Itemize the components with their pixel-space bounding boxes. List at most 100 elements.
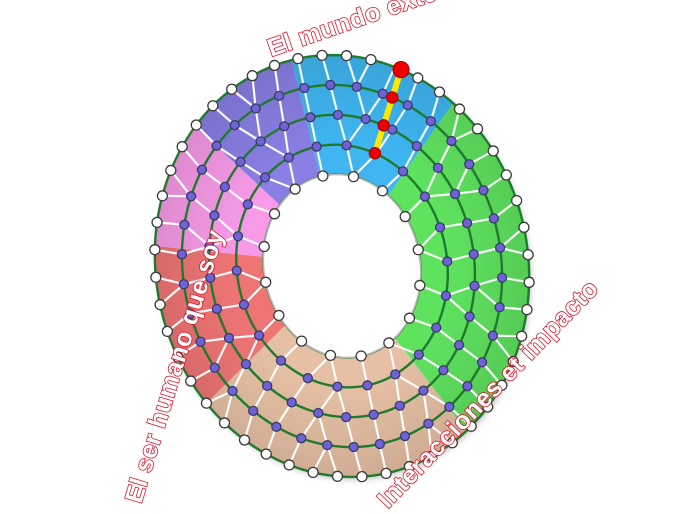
node-inner[interactable] [211, 303, 223, 314]
node-outer[interactable] [471, 123, 484, 135]
node-outer[interactable] [365, 53, 377, 66]
node-hole-edge[interactable] [412, 244, 424, 256]
node-inner[interactable] [360, 113, 371, 125]
node-outer[interactable] [161, 325, 174, 338]
node-inner[interactable] [296, 433, 307, 444]
node-inner[interactable] [374, 438, 385, 450]
node-inner[interactable] [219, 181, 231, 193]
node-inner[interactable] [397, 166, 409, 177]
node-inner[interactable] [185, 191, 197, 202]
node-inner[interactable] [240, 358, 252, 370]
node-highlight[interactable] [368, 147, 382, 160]
node-inner[interactable] [332, 381, 343, 392]
node-inner[interactable] [286, 397, 297, 408]
node-outer[interactable] [260, 448, 272, 460]
node-inner[interactable] [394, 400, 405, 411]
node-inner[interactable] [255, 136, 266, 147]
node-inner[interactable] [431, 322, 442, 333]
node-inner[interactable] [488, 213, 500, 224]
node-outer[interactable] [453, 103, 466, 115]
node-inner[interactable] [402, 100, 413, 111]
node-inner[interactable] [348, 441, 359, 453]
node-hole-edge[interactable] [414, 279, 426, 292]
node-outer[interactable] [316, 49, 328, 62]
node-inner[interactable] [362, 380, 373, 391]
node-inner[interactable] [440, 290, 452, 301]
node-inner[interactable] [179, 219, 190, 230]
node-inner[interactable] [238, 299, 250, 310]
node-hole-edge[interactable] [273, 309, 285, 322]
node-inner[interactable] [434, 222, 446, 233]
node-outer[interactable] [465, 420, 477, 432]
node-inner[interactable] [390, 369, 401, 380]
highlight-path[interactable] [371, 66, 405, 157]
node-inner[interactable] [311, 141, 322, 152]
node-outer[interactable] [510, 194, 523, 207]
node-outer[interactable] [426, 450, 438, 462]
node-inner[interactable] [176, 249, 188, 260]
node-hole-edge[interactable] [399, 210, 411, 223]
node-inner[interactable] [195, 336, 206, 347]
node-outer[interactable] [246, 70, 258, 82]
node-hole-edge[interactable] [289, 183, 301, 195]
node-outer[interactable] [482, 401, 494, 413]
node-inner[interactable] [462, 381, 473, 392]
node-inner[interactable] [419, 191, 431, 202]
node-highlight[interactable] [386, 91, 399, 104]
node-outer[interactable] [154, 299, 166, 311]
node-inner[interactable] [209, 210, 220, 221]
node-outer[interactable] [156, 190, 169, 202]
node-inner[interactable] [232, 231, 244, 242]
node-outer[interactable] [433, 86, 446, 98]
node-inner[interactable] [496, 272, 508, 283]
node-outer[interactable] [518, 221, 530, 233]
node-inner[interactable] [478, 185, 489, 196]
node-outer[interactable] [521, 303, 533, 316]
node-outer[interactable] [238, 434, 251, 446]
node-inner[interactable] [305, 112, 316, 123]
node-hole-edge[interactable] [324, 349, 337, 362]
node-inner[interactable] [464, 311, 475, 322]
node-inner[interactable] [302, 373, 313, 384]
node-outer[interactable] [412, 72, 424, 84]
node-inner[interactable] [313, 407, 324, 419]
node-outer[interactable] [446, 437, 459, 449]
node-inner[interactable] [184, 308, 196, 319]
node-outer[interactable] [292, 52, 304, 65]
node-outer[interactable] [149, 244, 161, 256]
node-inner[interactable] [438, 364, 449, 376]
node-hole-edge[interactable] [376, 185, 389, 197]
node-inner[interactable] [341, 140, 352, 151]
node-outer[interactable] [151, 216, 163, 229]
node-inner[interactable] [235, 156, 246, 168]
node-outer[interactable] [403, 460, 416, 473]
node-hole-edge[interactable] [258, 240, 270, 253]
node-outer[interactable] [268, 59, 281, 72]
node-inner[interactable] [209, 362, 220, 373]
node-hole-edge[interactable] [403, 312, 416, 324]
node-outer[interactable] [523, 276, 535, 288]
node-inner[interactable] [399, 430, 411, 442]
node-hole-edge[interactable] [317, 170, 329, 182]
node-outer[interactable] [507, 355, 519, 368]
node-outer[interactable] [380, 467, 392, 480]
node-outer[interactable] [150, 271, 162, 283]
node-inner[interactable] [262, 380, 273, 392]
node-inner[interactable] [464, 159, 475, 170]
node-inner[interactable] [432, 162, 444, 174]
node-inner[interactable] [211, 140, 222, 151]
node-inner[interactable] [273, 90, 285, 101]
node-outer[interactable] [500, 169, 512, 181]
node-outer[interactable] [207, 100, 219, 112]
node-outer[interactable] [185, 375, 197, 387]
node-inner[interactable] [494, 302, 505, 313]
node-inner[interactable] [332, 109, 344, 121]
node-outer[interactable] [176, 141, 188, 153]
node-outer[interactable] [218, 417, 231, 429]
node-hole-edge[interactable] [355, 350, 367, 362]
node-inner[interactable] [423, 418, 434, 429]
node-inner[interactable] [178, 279, 190, 290]
node-outer[interactable] [307, 466, 319, 479]
node-inner[interactable] [325, 79, 336, 91]
node-inner[interactable] [442, 256, 453, 267]
